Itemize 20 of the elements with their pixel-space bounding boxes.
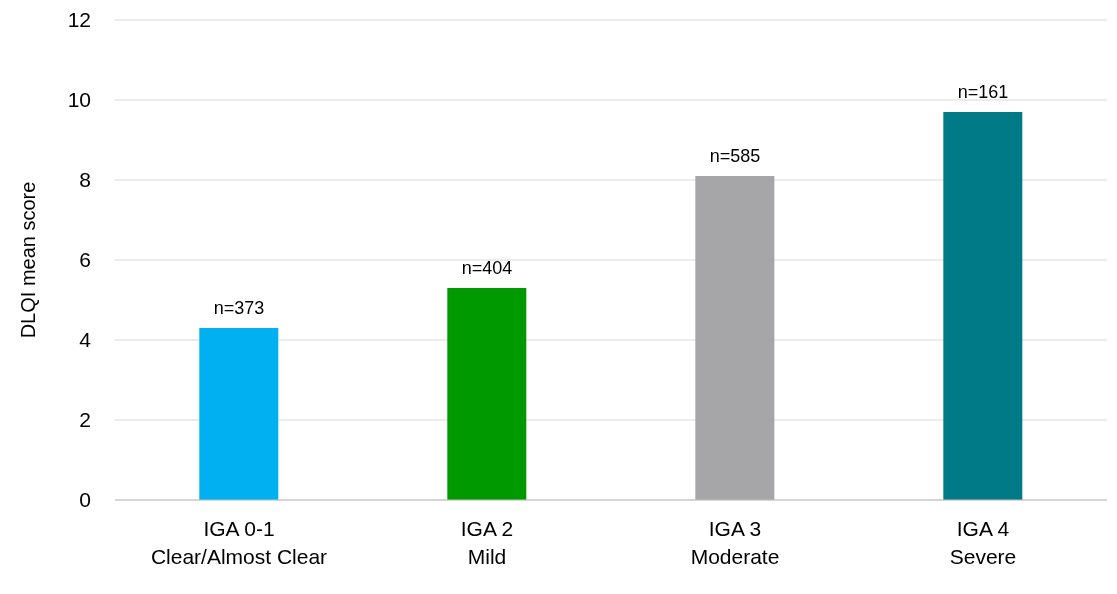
y-tick-label: 12 [67,8,91,32]
y-axis-title: DLQI mean score [17,181,40,339]
y-tick-label: 0 [79,488,91,512]
y-tick-label: 4 [79,328,92,352]
y-tick-label: 8 [79,168,91,192]
annotation: n=585 [709,146,761,166]
y-tick-label: 6 [79,248,91,272]
bar [199,328,279,500]
x-tick-label: IGA 0-1 Clear/Almost Clear [150,517,328,568]
bar [943,112,1023,500]
x-tick-label: IGA 2 Mild [460,517,514,568]
annotation: n=161 [957,82,1009,102]
y-tick-label: 2 [79,408,91,432]
annotation: n=404 [461,258,513,278]
x-tick-label: IGA 3 Moderate [690,517,780,568]
annotation: n=373 [213,298,265,318]
bar [447,288,527,500]
x-tick-label: IGA 4 Severe [949,517,1017,568]
y-tick-label: 10 [67,88,91,112]
bar [695,176,775,500]
